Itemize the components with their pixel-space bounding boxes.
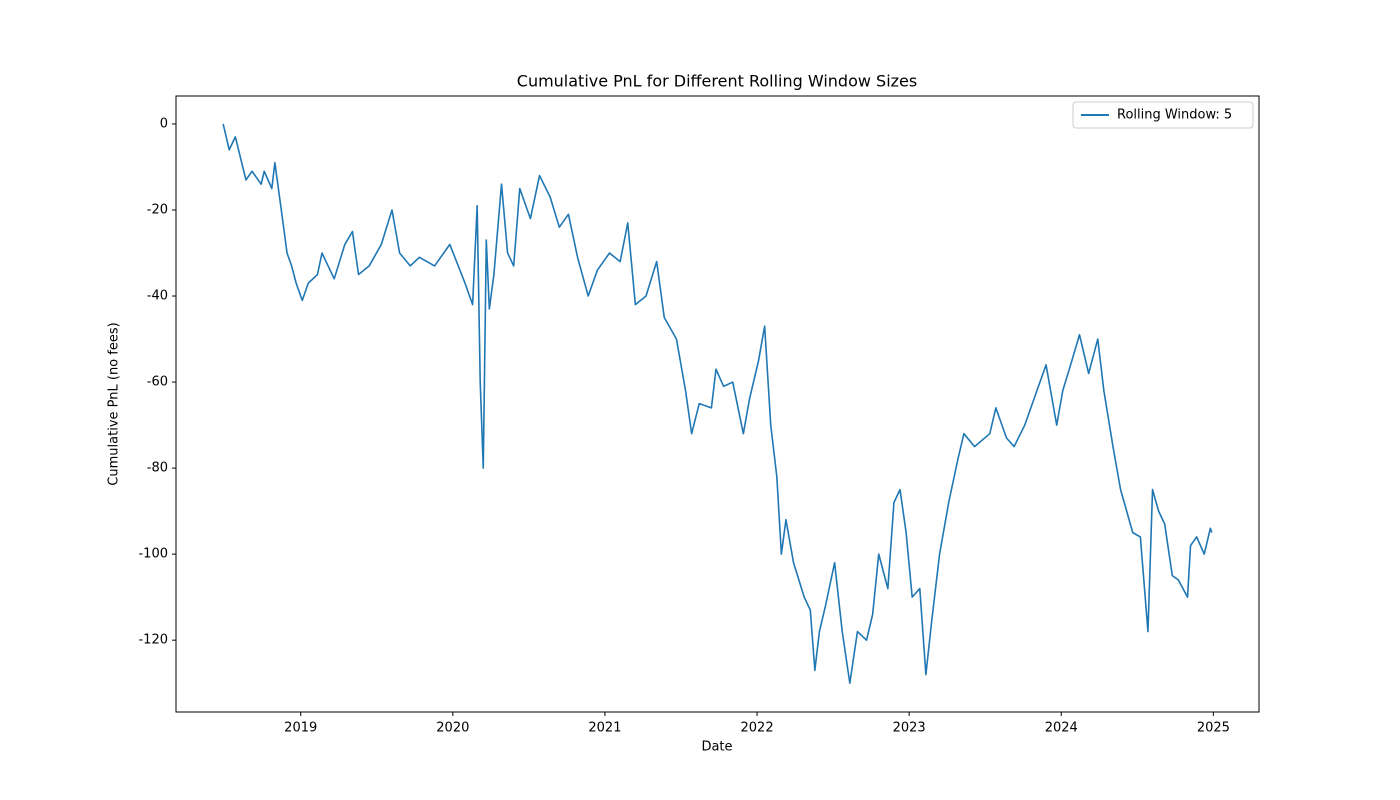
y-tick-label: -80 xyxy=(147,461,168,476)
x-tick-label: 2020 xyxy=(436,721,469,736)
y-tick-label: -20 xyxy=(147,202,168,217)
x-tick-label: 2019 xyxy=(284,721,317,736)
y-tick-label: -40 xyxy=(147,289,168,304)
x-axis-label: Date xyxy=(701,740,732,755)
legend-label: Rolling Window: 5 xyxy=(1117,108,1232,123)
x-tick-label: 2024 xyxy=(1045,721,1078,736)
chart-title: Cumulative PnL for Different Rolling Win… xyxy=(517,72,917,91)
y-axis-label: Cumulative PnL (no fees) xyxy=(107,322,122,485)
y-tick-label: -60 xyxy=(147,375,168,390)
x-tick-label: 2025 xyxy=(1197,721,1230,736)
y-tick-label: -100 xyxy=(138,547,168,562)
plot-frame xyxy=(175,95,1260,713)
x-tick-label: 2021 xyxy=(588,721,621,736)
y-tick-label: 0 xyxy=(160,116,168,131)
legend-box xyxy=(1072,101,1254,129)
y-tick-label: -120 xyxy=(138,633,168,648)
x-tick-label: 2023 xyxy=(893,721,926,736)
data-line xyxy=(222,123,1213,684)
x-tick-label: 2022 xyxy=(741,721,774,736)
